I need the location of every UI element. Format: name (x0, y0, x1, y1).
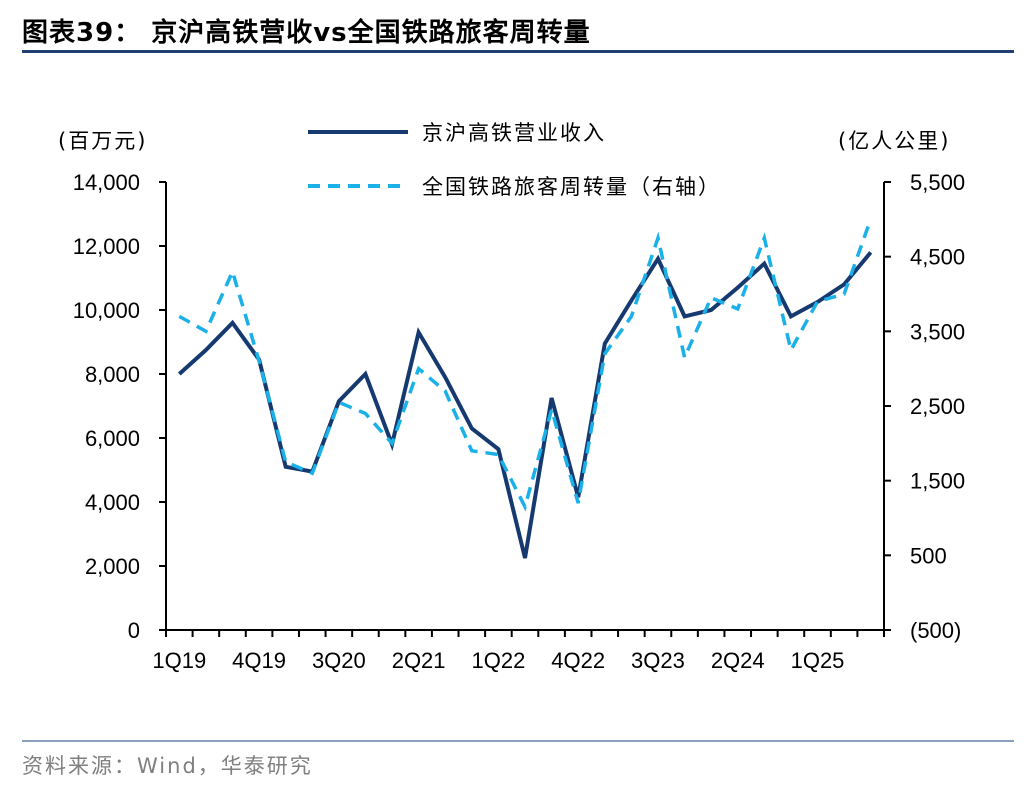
x-tick-label: 2Q24 (711, 648, 765, 673)
right-axis-unit: (亿人公里) (838, 129, 950, 153)
right-tick-label: 2,500 (910, 394, 965, 419)
right-tick-label: (500) (910, 618, 961, 643)
x-tick-label: 1Q22 (471, 648, 525, 673)
x-tick-label: 2Q21 (392, 648, 446, 673)
left-tick-label: 4,000 (85, 490, 140, 515)
left-tick-label: 14,000 (73, 170, 140, 195)
right-tick-label: 1,500 (910, 469, 965, 494)
legend-label-revenue: 京沪高铁营业收入 (422, 121, 606, 145)
series-line-revenue (177, 251, 873, 559)
left-tick-label: 2,000 (85, 554, 140, 579)
left-tick-label: 8,000 (85, 362, 140, 387)
right-tick-label: 5,500 (910, 170, 965, 195)
chart-title: 图表39： 京沪高铁营收vs全国铁路旅客周转量 (22, 18, 591, 48)
legend-label-turnover: 全国铁路旅客周转量（右轴） (422, 175, 721, 199)
left-tick-label: 12,000 (73, 234, 140, 259)
x-tick-label: 3Q23 (631, 648, 685, 673)
source-rule (22, 740, 1014, 742)
x-tick-label: 1Q25 (791, 648, 845, 673)
source-note: 资料来源：Wind，华泰研究 (22, 754, 313, 778)
right-tick-label: 4,500 (910, 245, 965, 270)
x-tick-label: 4Q22 (551, 648, 605, 673)
left-tick-label: 10,000 (73, 298, 140, 323)
right-tick-label: 3,500 (910, 319, 965, 344)
x-tick-label: 3Q20 (312, 648, 366, 673)
right-tick-label: 500 (910, 543, 947, 568)
x-tick-label: 1Q19 (152, 648, 206, 673)
left-axis-unit: (百万元) (58, 129, 147, 153)
series-line-turnover (178, 218, 873, 512)
left-tick-label: 6,000 (85, 426, 140, 451)
legend: 京沪高铁营业收入 全国铁路旅客周转量（右轴） (308, 121, 721, 199)
title-rule (22, 50, 1014, 53)
left-tick-label: 0 (128, 618, 140, 643)
x-tick-label: 4Q19 (232, 648, 286, 673)
